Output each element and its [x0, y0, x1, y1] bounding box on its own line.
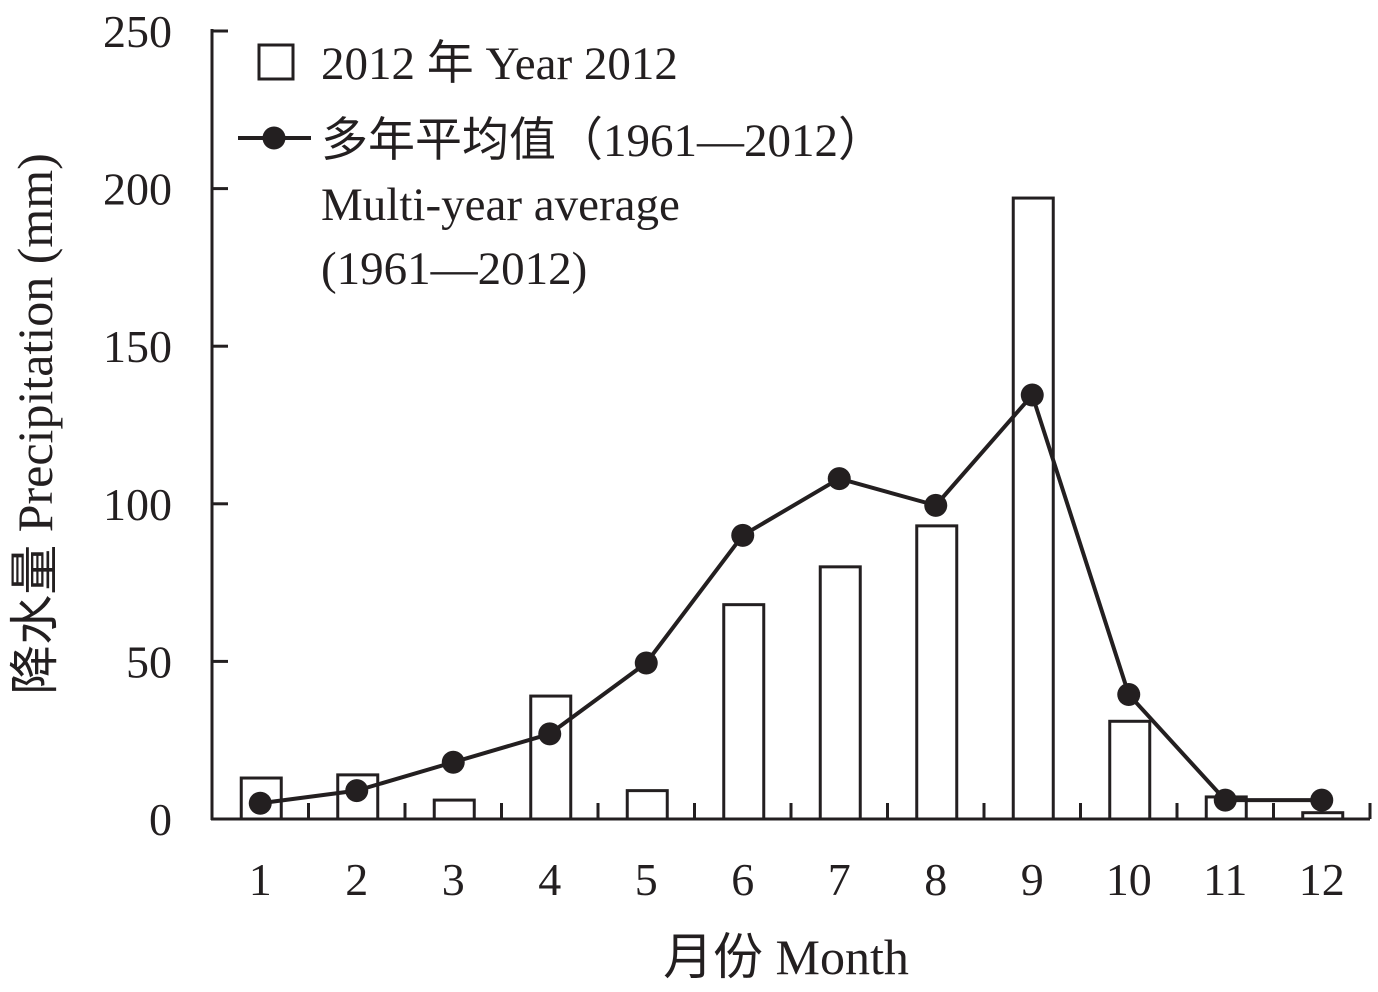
y-tick-label: 0 [149, 794, 172, 845]
x-tick-label: 9 [1021, 854, 1044, 905]
line-point [1310, 788, 1334, 812]
line-point [441, 750, 465, 774]
line-point [924, 493, 948, 517]
line-series-multi-year-average [248, 383, 1334, 815]
x-tick-label: 11 [1203, 854, 1247, 905]
legend: 2012 年 Year 2012 多年平均值（1961—2012） Multi-ye… [238, 38, 885, 295]
line-point [1117, 682, 1141, 706]
line-point [1020, 383, 1044, 407]
y-tick-label: 100 [103, 479, 172, 530]
x-tick-label: 12 [1299, 854, 1345, 905]
x-tick-label: 4 [538, 854, 561, 905]
legend-line-marker [262, 126, 286, 150]
bar [529, 694, 573, 821]
y-tick-label: 150 [103, 321, 172, 372]
bar [722, 603, 766, 821]
legend-line-label-2: Multi-year average [321, 179, 680, 231]
x-tick-label: 6 [731, 854, 754, 905]
bar [915, 524, 959, 821]
line-point [827, 467, 851, 491]
bar [1301, 811, 1345, 821]
legend-bar-label: 2012 年 Year 2012 [321, 38, 678, 90]
series-line [259, 393, 1322, 806]
y-tick-label: 250 [103, 6, 172, 57]
bar [625, 789, 669, 821]
y-tick-label: 200 [103, 164, 172, 215]
x-axis-title: 月份 Month [663, 929, 909, 985]
bar [818, 565, 862, 821]
x-tick-label: 3 [442, 854, 465, 905]
legend-bar-swatch [257, 43, 295, 81]
line-point [1213, 788, 1237, 812]
bar [1011, 196, 1055, 821]
line-point [634, 651, 658, 675]
x-tick-label: 7 [828, 854, 851, 905]
line-point [248, 791, 272, 815]
y-tick-label: 50 [126, 636, 172, 687]
x-tick-label: 5 [635, 854, 658, 905]
x-tick-label: 1 [249, 854, 272, 905]
x-tick-label: 8 [924, 854, 947, 905]
legend-line-label-1: 多年平均值（1961—2012） [321, 115, 885, 167]
line-point [731, 523, 755, 547]
bar [1108, 719, 1152, 821]
y-axis-title: 降水量 Precipitation (mm) [7, 153, 63, 695]
bar [432, 798, 476, 821]
line-point [345, 779, 369, 803]
x-tick-label: 10 [1106, 854, 1152, 905]
line-point [538, 722, 562, 746]
x-tick-label: 2 [345, 854, 368, 905]
legend-line-label-3: (1961—2012) [321, 243, 587, 295]
